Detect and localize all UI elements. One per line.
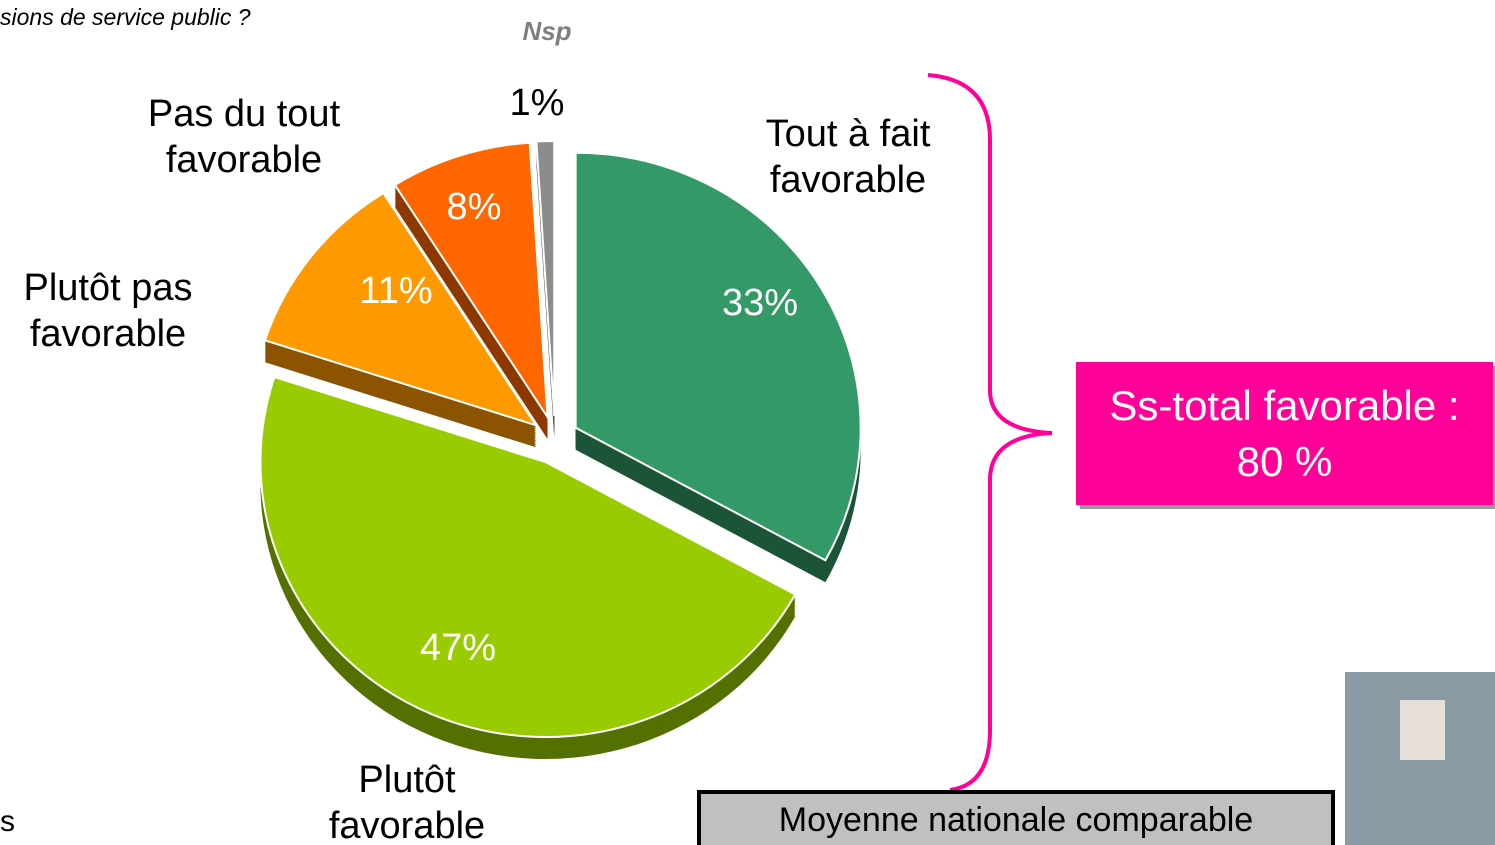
value-label: 8% — [446, 186, 502, 228]
slice — [393, 141, 549, 421]
category-label: Plutôt favorable — [328, 759, 486, 845]
value-label: 33% — [721, 282, 799, 324]
pie — [259, 140, 862, 760]
slice — [263, 191, 539, 428]
comparison-box: Moyenne nationale comparable — [697, 790, 1335, 845]
slice — [259, 375, 797, 738]
category-label: Tout à fait favorable — [765, 113, 931, 201]
subtitle: sions de service public ? — [0, 4, 251, 30]
category-label: Nsp — [522, 16, 572, 46]
cropped-text: s — [0, 805, 15, 838]
value-label: 11% — [359, 270, 433, 312]
value-label: 47% — [419, 627, 497, 669]
category-label: Pas du tout favorable — [147, 93, 341, 181]
brace — [927, 73, 1053, 792]
category-label: Plutôt pas favorable — [23, 267, 193, 355]
slice — [535, 140, 556, 417]
slice — [574, 151, 862, 562]
subtotal-box: Ss-total favorable : 80 % — [1076, 362, 1493, 505]
value-label: 1% — [509, 82, 565, 124]
photo-figure — [1400, 700, 1445, 760]
